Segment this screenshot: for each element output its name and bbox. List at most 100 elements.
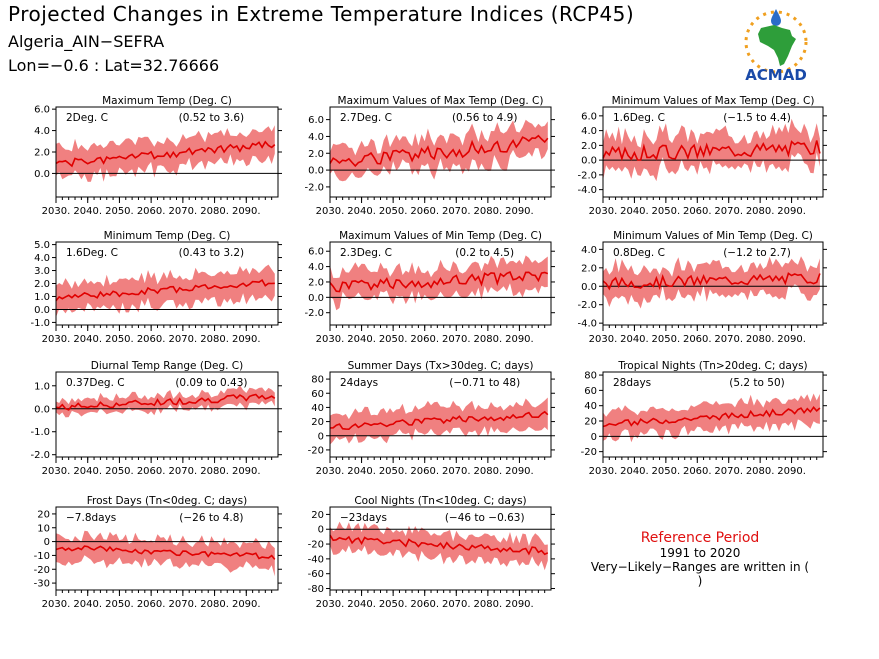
y-tick-label: 2.0 — [581, 263, 597, 274]
x-tick-label: 2070. — [169, 466, 198, 477]
range-label: (0.56 to 4.9) — [452, 112, 518, 124]
chart-panel: -80 -60 -40 -20 0 20 2030. 2040. 2050. 2060. 2070.… — [308, 495, 555, 610]
range-label: (0.43 to 3.2) — [179, 247, 245, 259]
x-tick-label: 2060. — [683, 206, 712, 217]
y-tick-label: 0.0 — [581, 156, 597, 167]
y-tick-label: 2.0 — [581, 141, 597, 152]
water-drop-icon — [771, 9, 781, 26]
x-tick-label: 2040. — [347, 599, 376, 610]
sun-rays-icon — [744, 10, 808, 74]
chart-panel: 0.0 2.0 4.0 6.0 2030. 2040. 2050. 2060. 2070. 208… — [34, 95, 282, 217]
y-tick-label: 2.0 — [34, 148, 50, 159]
x-tick-label: 2050. — [652, 206, 681, 217]
y-tick-label: 2.0 — [34, 279, 50, 290]
y-tick-label: 10 — [37, 523, 50, 534]
chart-panel: -1.0 0.0 1.0 2.0 3.0 4.0 5.0 2030. 2040. 2050. 206… — [30, 230, 282, 345]
y-tick-label: -4.0 — [577, 319, 597, 330]
x-tick-label: 2050. — [379, 206, 408, 217]
x-tick-label: 2080. — [474, 334, 503, 345]
x-tick-label: 2070. — [442, 466, 471, 477]
x-tick-label: 2090. — [505, 334, 534, 345]
x-tick-label: 2060. — [137, 599, 166, 610]
range-label: (0.2 to 4.5) — [455, 247, 514, 259]
y-tick-label: 4.0 — [308, 262, 324, 273]
x-tick-label: 2030. — [42, 334, 71, 345]
x-tick-label: 2060. — [410, 599, 439, 610]
x-tick-label: 2040. — [73, 206, 102, 217]
coordinates-label: Lon=−0.6 : Lat=32.76666 — [8, 56, 220, 75]
range-label: (−26 to 4.8) — [179, 512, 243, 524]
y-tick-label: 20 — [311, 417, 324, 428]
x-tick-label: 2050. — [105, 206, 134, 217]
x-tick-label: 2050. — [379, 599, 408, 610]
median-line — [602, 140, 821, 162]
chart-panel: -2.0 0.0 2.0 4.0 6.0 2030. 2040. 2050. 2060. 2070… — [304, 95, 555, 217]
x-tick-label: 2080. — [200, 206, 229, 217]
x-tick-label: 2030. — [589, 206, 618, 217]
median-line — [55, 393, 276, 411]
median-line — [329, 134, 549, 168]
likely-range-band — [330, 397, 548, 445]
y-tick-label: 4.0 — [581, 245, 597, 256]
y-tick-label: 0.0 — [34, 305, 50, 316]
x-tick-label: 2090. — [232, 334, 261, 345]
y-tick-label: -2.0 — [304, 308, 324, 319]
x-tick-label: 2060. — [683, 334, 712, 345]
x-tick-label: 2030. — [42, 466, 71, 477]
x-tick-label: 2080. — [746, 334, 775, 345]
x-tick-label: 2090. — [505, 466, 534, 477]
y-tick-label: -2.0 — [577, 300, 597, 311]
y-tick-label: -2.0 — [30, 450, 50, 461]
y-tick-label: 6.0 — [581, 111, 597, 122]
x-tick-label: 2050. — [379, 466, 408, 477]
x-tick-label: 2080. — [474, 599, 503, 610]
y-tick-label: -20 — [34, 565, 50, 576]
x-tick-label: 2080. — [474, 466, 503, 477]
change-label: −7.8days — [66, 512, 116, 524]
x-tick-label: 2070. — [714, 206, 743, 217]
likely-range-band — [603, 256, 820, 309]
x-tick-label: 2050. — [105, 599, 134, 610]
x-tick-label: 2070. — [169, 599, 198, 610]
x-tick-label: 2040. — [347, 334, 376, 345]
x-tick-label: 2030. — [316, 599, 345, 610]
y-tick-label: 1.0 — [34, 381, 50, 392]
panel-title: Diurnal Temp Range (Deg. C) — [91, 360, 243, 372]
y-tick-label: 4.0 — [34, 126, 50, 137]
likely-range-band — [330, 119, 548, 182]
acmad-logo: ACMAD — [744, 9, 808, 84]
chart-panel: -20 0 20 40 60 80 2030. 2040. 2050. 2060. 2070. 208… — [581, 360, 827, 477]
x-tick-label: 2030. — [42, 599, 71, 610]
y-tick-label: 3.0 — [34, 266, 50, 277]
x-tick-label: 2090. — [777, 334, 806, 345]
range-label: (−1.5 to 4.4) — [723, 112, 791, 124]
change-label: −23days — [340, 512, 387, 524]
y-tick-label: -40 — [308, 554, 324, 565]
x-tick-label: 2070. — [714, 334, 743, 345]
change-label: 2.7Deg. C — [340, 112, 392, 124]
panel-title: Maximum Values of Min Temp (Deg. C) — [339, 230, 542, 242]
x-tick-label: 2090. — [505, 206, 534, 217]
x-tick-label: 2090. — [505, 599, 534, 610]
y-tick-label: 6.0 — [308, 115, 324, 126]
y-tick-label: 80 — [311, 375, 324, 386]
range-label: (−0.71 to 48) — [449, 377, 520, 389]
panel-title: Summer Days (Tx>30deg. C; days) — [348, 360, 534, 372]
plot-frame — [329, 106, 552, 198]
panel-title: Minimum Temp (Deg. C) — [104, 230, 231, 242]
x-tick-label: 2060. — [137, 334, 166, 345]
y-tick-label: 1.0 — [34, 292, 50, 303]
range-label: (−1.2 to 2.7) — [723, 247, 791, 259]
median-line — [55, 278, 275, 302]
figure-title: Projected Changes in Extreme Temperature… — [8, 2, 635, 26]
y-tick-label: 5.0 — [34, 240, 50, 251]
y-tick-label: -60 — [308, 569, 324, 580]
x-tick-label: 2040. — [620, 466, 649, 477]
y-tick-label: 80 — [584, 371, 597, 382]
x-tick-label: 2060. — [683, 466, 712, 477]
x-tick-label: 2030. — [42, 206, 71, 217]
reference-period-box: Reference Period 1991 to 2020 Very−Likel… — [590, 530, 810, 588]
x-tick-label: 2040. — [73, 599, 102, 610]
panel-title: Maximum Temp (Deg. C) — [102, 95, 232, 107]
